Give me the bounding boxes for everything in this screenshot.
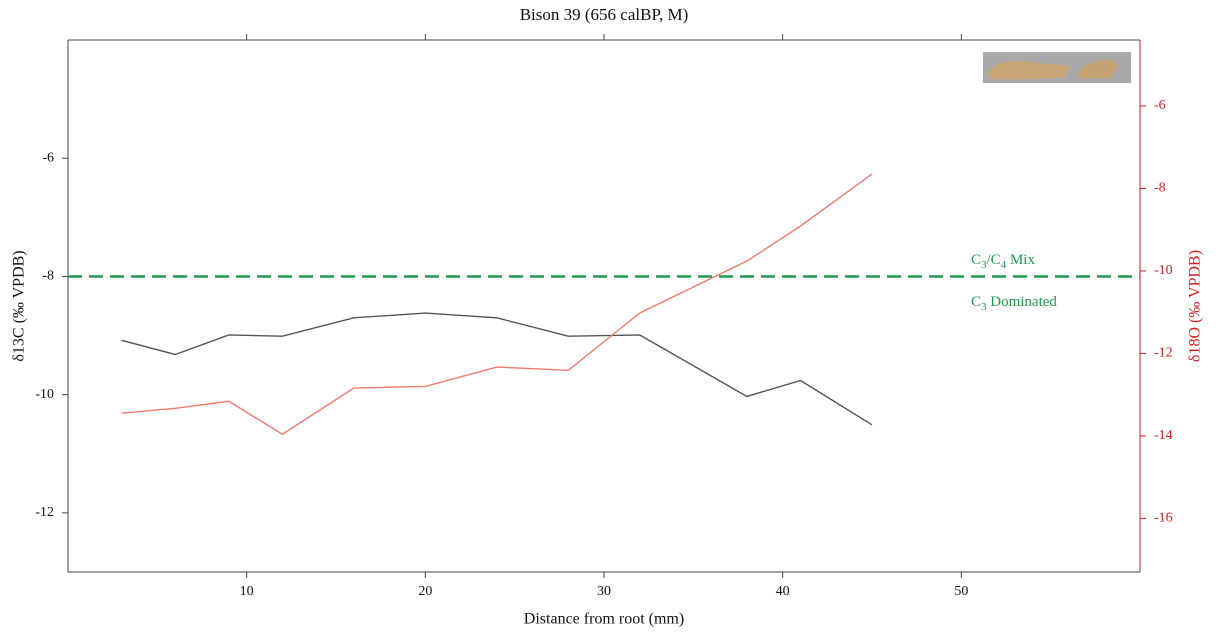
annotation-subscript: 3: [981, 301, 987, 313]
annotation-part: C: [971, 252, 981, 268]
x-axis-label: Distance from root (mm): [524, 611, 684, 628]
x-tick-label: 10: [240, 584, 254, 599]
x-tick-label: 30: [597, 584, 611, 599]
y-tick-label: -8: [42, 269, 54, 284]
annotation-subscript: 4: [1001, 259, 1007, 271]
y-tick-label: -6: [42, 150, 54, 165]
annotation-part: Mix: [1006, 252, 1035, 268]
data-line: [121, 312, 873, 426]
annotation-part: /C: [987, 252, 1001, 268]
y2-tick-label: -10: [1154, 263, 1173, 278]
y-tick-label: -10: [35, 387, 54, 402]
data-line: [121, 173, 873, 436]
annotation: C3/C4 Mix: [971, 252, 1035, 270]
annotation-part: Dominated: [987, 294, 1058, 310]
x-tick-label: 40: [776, 584, 790, 599]
y2-tick-label: -8: [1154, 181, 1166, 196]
y-axis-label: δ13C (‰ VPDB): [11, 250, 28, 361]
y2-tick-label: -6: [1154, 98, 1166, 113]
annotation-subscript: 3: [981, 259, 987, 271]
x-tick-label: 50: [954, 584, 968, 599]
annotation: C3 Dominated: [971, 294, 1057, 312]
y2-tick-label: -14: [1154, 428, 1173, 443]
y2-tick-label: -12: [1154, 346, 1173, 361]
y2-axis-label: δ18O (‰ VPDB): [1187, 250, 1204, 362]
x-tick-label: 20: [418, 584, 432, 599]
y-tick-label: -12: [35, 505, 54, 520]
y2-tick-label: -16: [1154, 511, 1173, 526]
chart-title: Bison 39 (656 calBP, M): [520, 5, 689, 24]
annotation-part: C: [971, 294, 981, 310]
specimen-photo: [983, 52, 1131, 83]
